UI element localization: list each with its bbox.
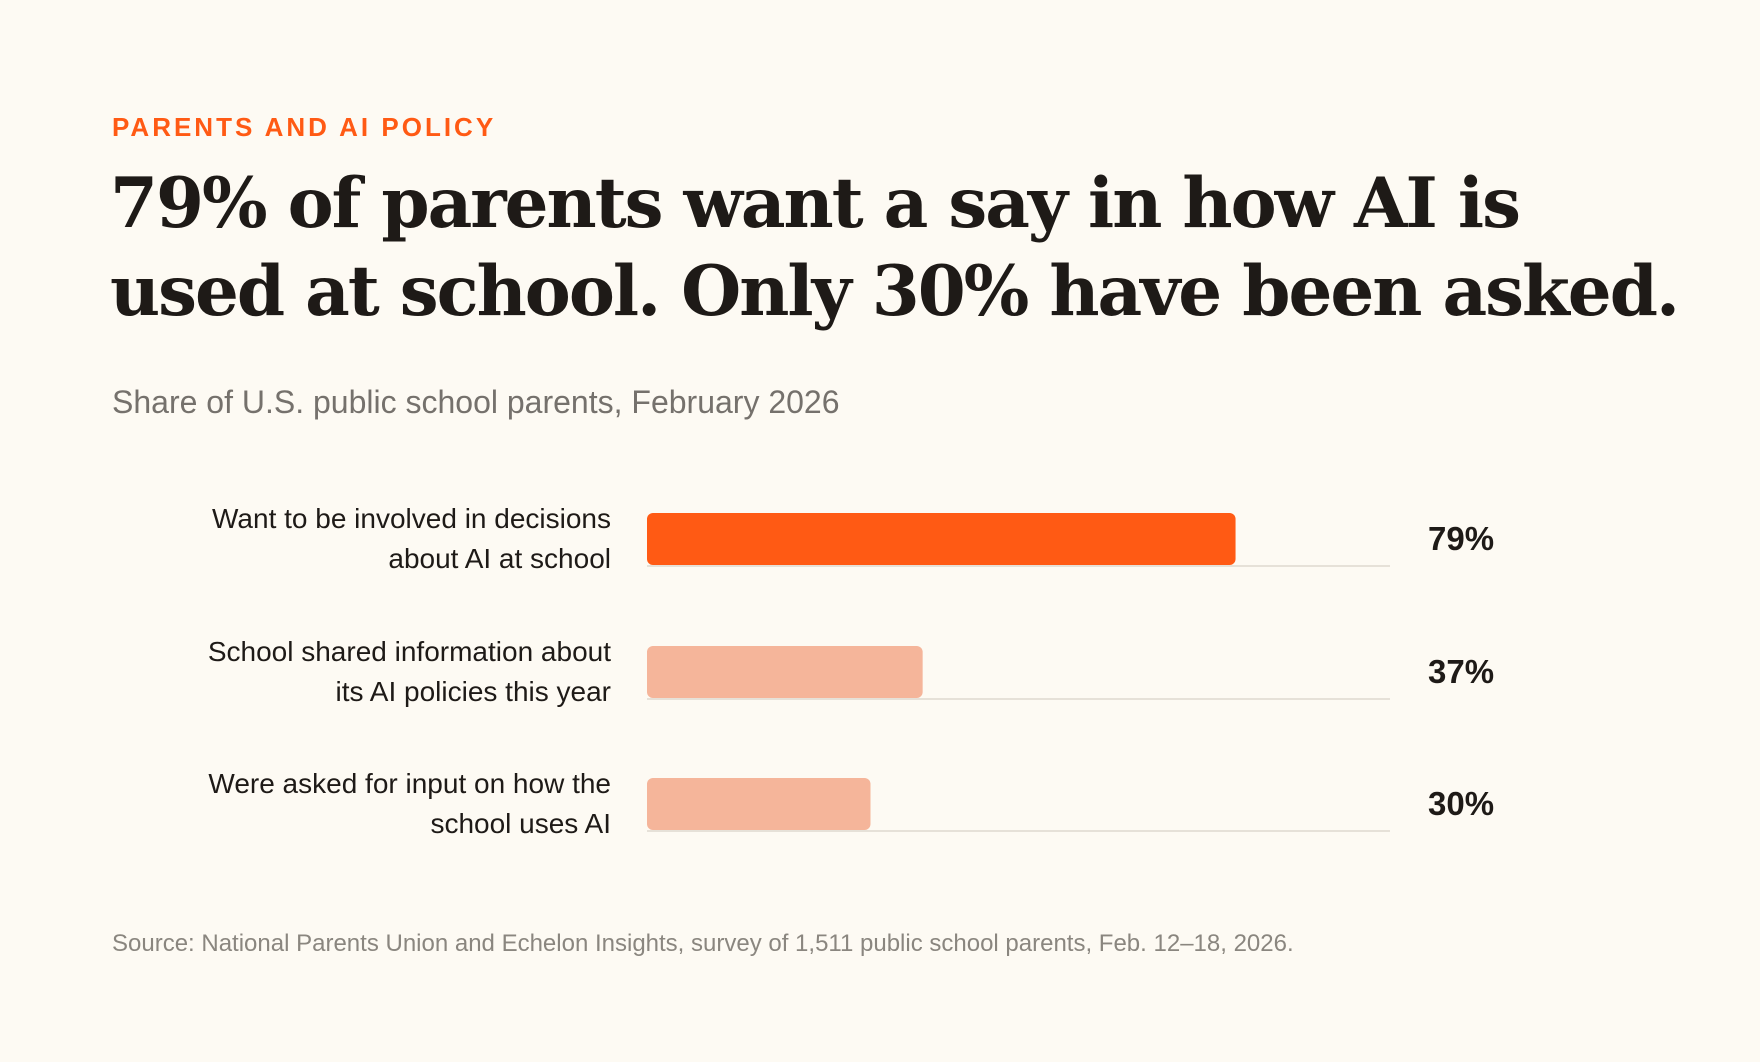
category-label-line: school uses AI bbox=[430, 808, 611, 839]
category-label: Want to be involved in decisions about AI… bbox=[91, 499, 611, 579]
category-label-line: Were asked for input on how the bbox=[208, 768, 611, 799]
source-note: Source: National Parents Union and Echel… bbox=[112, 930, 1294, 957]
chart-subtitle: Share of U.S. public school parents, Feb… bbox=[112, 384, 840, 420]
value-label: 37% bbox=[1428, 653, 1495, 690]
category-label: School shared information about its AI po… bbox=[91, 632, 611, 712]
bar-1 bbox=[647, 513, 1236, 565]
category-label-line: School shared information about bbox=[207, 636, 611, 667]
category-label-line: its AI policies this year bbox=[335, 676, 611, 707]
bar-3 bbox=[647, 778, 871, 830]
value-label: 30% bbox=[1428, 785, 1495, 822]
category-label-line: Want to be involved in decisions bbox=[212, 503, 611, 534]
chart-headline: 79% of parents want a say in how AI is u… bbox=[110, 163, 1680, 332]
value-label: 79% bbox=[1428, 520, 1495, 557]
bar-2 bbox=[647, 646, 923, 698]
category-label: Were asked for input on how the school us… bbox=[91, 764, 611, 844]
category-label-line: about AI at school bbox=[388, 543, 611, 574]
chart-kicker: PARENTS AND AI POLICY bbox=[112, 112, 497, 142]
